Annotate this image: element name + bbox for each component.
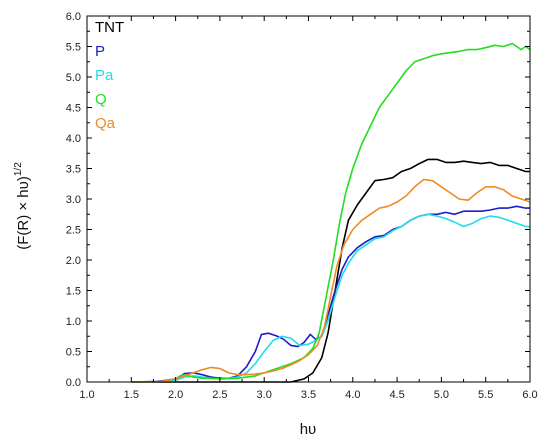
y-tick-label: 4.0 [66,133,81,145]
legend: TNT P Pa Q Qa [95,19,124,132]
y-tick-label: 3.0 [66,194,81,206]
x-tick-label: 3.5 [301,389,316,401]
y-tick-label: 2.5 [66,225,81,237]
series-line-qa [131,178,531,383]
x-tick-label: 4.0 [345,389,360,401]
y-axis-title-superscript: 1/2 [13,162,24,176]
y-tick-label: 4.5 [66,103,81,115]
y-tick-label: 3.5 [66,164,81,176]
y-tick-label: 6.0 [66,11,81,23]
x-tick-label: 5.0 [434,389,449,401]
y-tick-label: 0.5 [66,347,81,359]
legend-entry-tnt: TNT [95,19,124,36]
x-tick-label: 2.0 [168,389,183,401]
legend-entry-qa: Qa [95,115,116,132]
series-layer [131,42,531,383]
series-line-q [131,42,531,383]
x-axis-title: hυ [300,421,317,438]
legend-entry-q: Q [95,91,107,108]
x-tick-label: 2.5 [212,389,227,401]
legend-entry-pa: Pa [95,67,114,84]
series-line-tnt [131,158,530,383]
x-tick-label: 3.0 [257,389,272,401]
x-tick-label: 1.0 [79,389,94,401]
y-tick-label: 5.5 [66,42,81,54]
x-tick-label: 1.5 [124,389,139,401]
x-tick-label: 6.0 [522,389,537,401]
y-axis-title: (F(R) × hυ)1/2 [13,162,32,250]
x-tick-label: 5.5 [478,389,493,401]
y-tick-label: 1.5 [66,286,81,298]
y-tick-label: 1.0 [66,316,81,328]
y-tick-label: 2.0 [66,255,81,267]
x-tick-label: 4.5 [389,389,404,401]
ticks-layer: 1.0 1.5 2.0 2.5 3.0 3.5 4.0 4.5 5.0 5.5 6.0 0.0 0.5 1… [66,11,538,401]
y-axis-title-main: (F(R) × hυ) [15,176,32,250]
y-tick-label: 0.0 [66,377,81,389]
y-tick-label: 5.0 [66,72,81,84]
legend-entry-p: P [95,43,105,60]
